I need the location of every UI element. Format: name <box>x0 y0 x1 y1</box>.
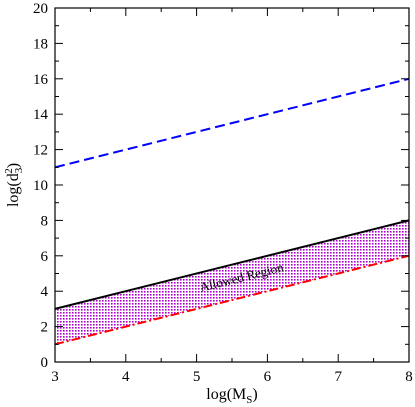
x-tick-label: 7 <box>334 369 342 385</box>
x-tick-label: 5 <box>193 369 201 385</box>
y-tick-label: 14 <box>33 107 49 123</box>
y-tick-label: 10 <box>33 178 48 194</box>
y-axis-label: log(d32) <box>3 163 25 207</box>
series-line-1 <box>54 219 410 310</box>
y-tick-label: 4 <box>41 284 49 300</box>
y-tick-label: 8 <box>41 213 49 229</box>
plot-area <box>54 77 410 346</box>
x-tick-label: 6 <box>264 369 272 385</box>
x-tick-label: 4 <box>122 369 130 385</box>
x-tick-label: 8 <box>405 369 413 385</box>
allowed-region-fill <box>55 220 409 345</box>
x-axis-label: log(MS) <box>206 386 257 406</box>
y-tick-label: 20 <box>33 1 48 17</box>
x-tick-label: 3 <box>51 369 59 385</box>
y-tick-label: 16 <box>33 72 49 88</box>
y-tick-label: 0 <box>41 355 49 371</box>
y-tick-label: 18 <box>33 36 48 52</box>
y-tick-label: 2 <box>41 320 49 336</box>
y-tick-label: 12 <box>33 143 48 159</box>
series-line-0 <box>54 77 410 169</box>
series-line-2 <box>54 254 410 346</box>
axes: 3 4 5 6 7 8 0 2 4 6 8 10 12 14 16 18 20 <box>33 1 413 385</box>
y-tick-label: 6 <box>41 249 49 265</box>
